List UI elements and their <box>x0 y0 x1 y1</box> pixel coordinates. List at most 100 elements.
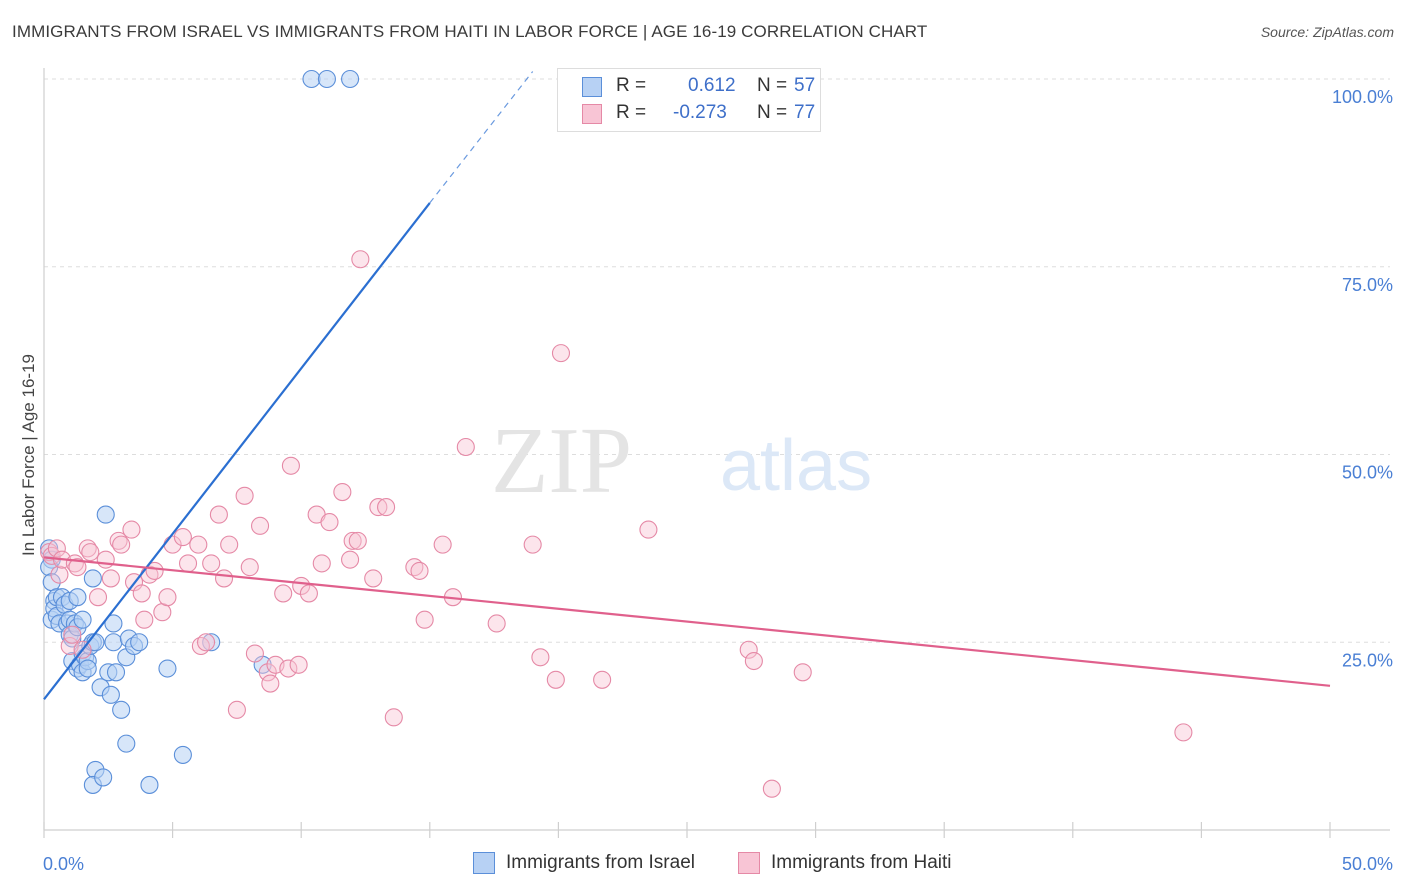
y-axis-label: In Labor Force | Age 16-19 <box>19 354 38 556</box>
source-credit: Source: ZipAtlas.com <box>1261 24 1394 40</box>
haiti-point <box>433 535 452 554</box>
haiti-point <box>793 663 812 682</box>
haiti-n-label: N = <box>757 102 788 123</box>
haiti-points <box>40 250 1193 798</box>
israel-trend-line <box>43 202 431 701</box>
watermark-atlas: atlas <box>720 426 872 506</box>
haiti-point <box>196 633 216 652</box>
haiti-point <box>173 528 192 547</box>
y-tick-labels: 25.0% 50.0% 75.0% 100.0% <box>1332 87 1393 670</box>
haiti-point <box>384 708 403 727</box>
israel-point <box>94 768 113 787</box>
israel-point <box>341 69 360 89</box>
haiti-point <box>178 554 198 573</box>
haiti-point <box>245 644 264 663</box>
haiti-point <box>88 588 108 607</box>
haiti-point <box>639 520 658 539</box>
y-tick-label-100: 100.0% <box>1332 87 1393 107</box>
haiti-point <box>593 670 612 689</box>
haiti-point <box>261 674 280 693</box>
israel-point <box>73 610 92 629</box>
x-tick-label-max: 50.0% <box>1342 854 1393 874</box>
israel-n-value: 57 <box>794 75 816 96</box>
chart-title: IMMIGRANTS FROM ISRAEL VS IMMIGRANTS FRO… <box>12 22 928 41</box>
haiti-trend-line <box>43 556 1331 687</box>
haiti-point <box>312 554 331 573</box>
israel-point <box>158 659 177 678</box>
haiti-point <box>744 651 763 671</box>
gridlines <box>44 78 1390 643</box>
haiti-point <box>369 498 388 517</box>
haiti-swatch <box>582 104 602 124</box>
haiti-point <box>289 655 308 674</box>
haiti-point <box>240 558 259 577</box>
haiti-point <box>258 663 277 682</box>
haiti-point <box>377 498 396 517</box>
haiti-r-label: R = <box>616 102 647 123</box>
trend-lines <box>43 71 1331 701</box>
haiti-point <box>96 550 115 569</box>
israel-point <box>104 633 123 652</box>
haiti-point <box>343 531 362 550</box>
haiti-point <box>341 550 360 569</box>
haiti-point <box>122 520 141 539</box>
haiti-point <box>281 456 300 475</box>
haiti-point <box>551 344 571 363</box>
y-tick-label-75: 75.0% <box>1342 275 1393 295</box>
israel-point <box>112 700 131 719</box>
haiti-point <box>47 539 66 558</box>
y-tick-label-25: 25.0% <box>1342 650 1393 670</box>
haiti-point <box>487 614 506 633</box>
y-tick-label-50: 50.0% <box>1342 463 1393 483</box>
legend-israel-label: Immigrants from Israel <box>506 852 695 873</box>
haiti-point <box>274 584 293 603</box>
haiti-point <box>523 535 542 554</box>
haiti-n-value: 77 <box>794 102 816 123</box>
israel-points <box>40 69 360 794</box>
watermark: ZIP atlas <box>491 409 872 513</box>
israel-r-label: R = <box>616 75 647 96</box>
haiti-point <box>531 648 550 667</box>
haiti-point <box>158 588 177 607</box>
haiti-point <box>235 486 254 505</box>
israel-point <box>106 663 126 682</box>
haiti-point <box>220 535 239 554</box>
haiti-point <box>250 516 270 535</box>
haiti-point <box>132 584 151 603</box>
haiti-point <box>101 569 120 588</box>
israel-point <box>202 633 221 652</box>
watermark-zip: ZIP <box>491 409 632 513</box>
israel-point <box>140 775 159 794</box>
haiti-point <box>348 531 367 550</box>
legend-haiti-label: Immigrants from Haiti <box>771 852 952 873</box>
haiti-point <box>68 558 87 577</box>
israel-point <box>130 633 149 652</box>
haiti-point <box>81 543 100 562</box>
israel-point <box>173 745 192 764</box>
haiti-point <box>279 659 298 678</box>
haiti-point <box>546 670 565 689</box>
source-value: ZipAtlas.com <box>1313 24 1394 40</box>
haiti-point <box>456 437 475 457</box>
israel-point <box>104 614 123 633</box>
haiti-point <box>209 505 228 524</box>
haiti-point <box>112 535 131 554</box>
haiti-point <box>1174 723 1193 742</box>
haiti-point <box>63 625 82 644</box>
haiti-point <box>415 610 434 629</box>
haiti-point <box>320 513 339 532</box>
haiti-point <box>50 565 69 584</box>
haiti-r-value: -0.273 <box>673 102 727 123</box>
israel-point <box>302 69 321 89</box>
legend-israel-swatch <box>473 852 495 874</box>
source-label: Source: <box>1260 24 1310 40</box>
haiti-point <box>153 603 172 622</box>
x-axis-ticks <box>43 822 1331 838</box>
haiti-point <box>410 561 429 580</box>
haiti-point <box>135 610 154 629</box>
israel-point <box>83 569 102 588</box>
israel-r-value: 0.612 <box>688 75 736 96</box>
haiti-point <box>364 569 383 588</box>
israel-point <box>117 734 136 753</box>
israel-point <box>101 685 120 704</box>
